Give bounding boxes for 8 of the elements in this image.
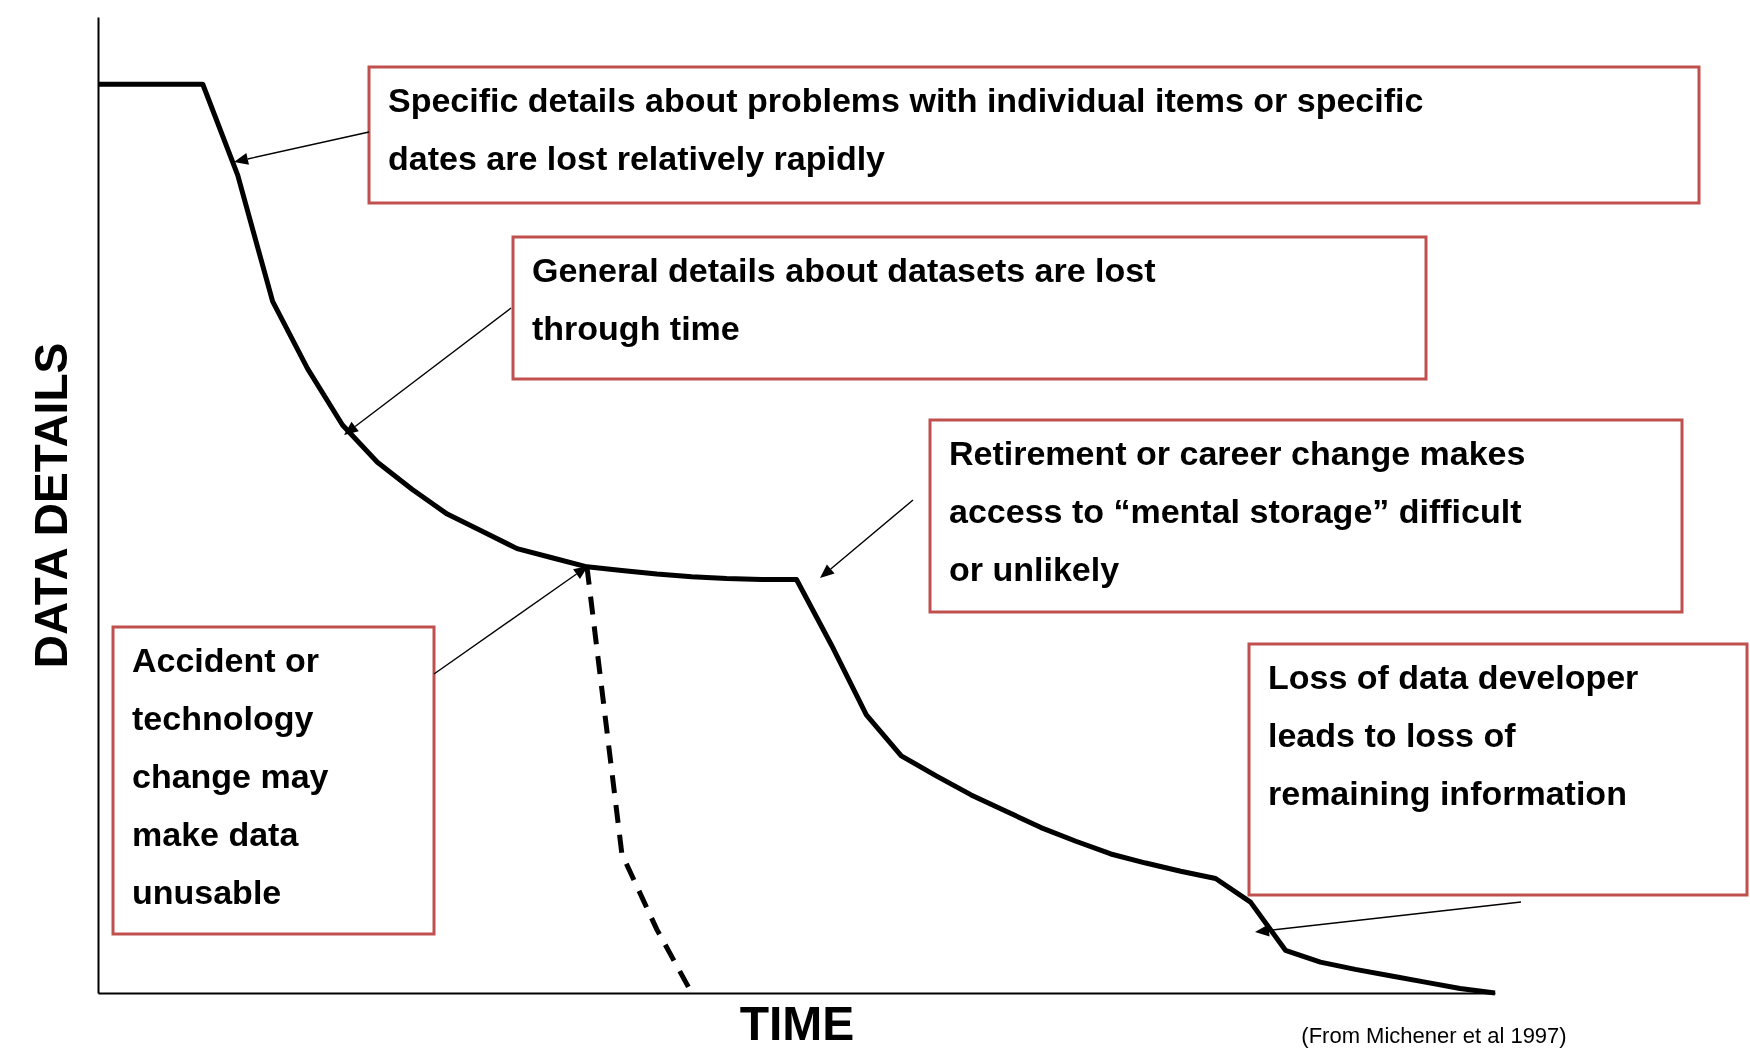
annotation: General details about datasets are lost through time [532, 251, 1156, 347]
annotation: Accident or technology change may make data unusable [132, 641, 329, 911]
y-axis-title: DATA DETAILS [24, 342, 77, 669]
annotation: Specific details about problems with individual items or specific dates are lost relatively rapidly [388, 81, 1424, 177]
annotation: Retirement or career change makes access to “mental storage” difficult or unlikely [949, 434, 1526, 588]
text: (From Michener et al 1997) [1301, 1023, 1567, 1048]
x-axis-title: TIME [739, 996, 855, 1050]
annotation: Loss of data developer leads to loss of remaining information [1268, 658, 1639, 812]
